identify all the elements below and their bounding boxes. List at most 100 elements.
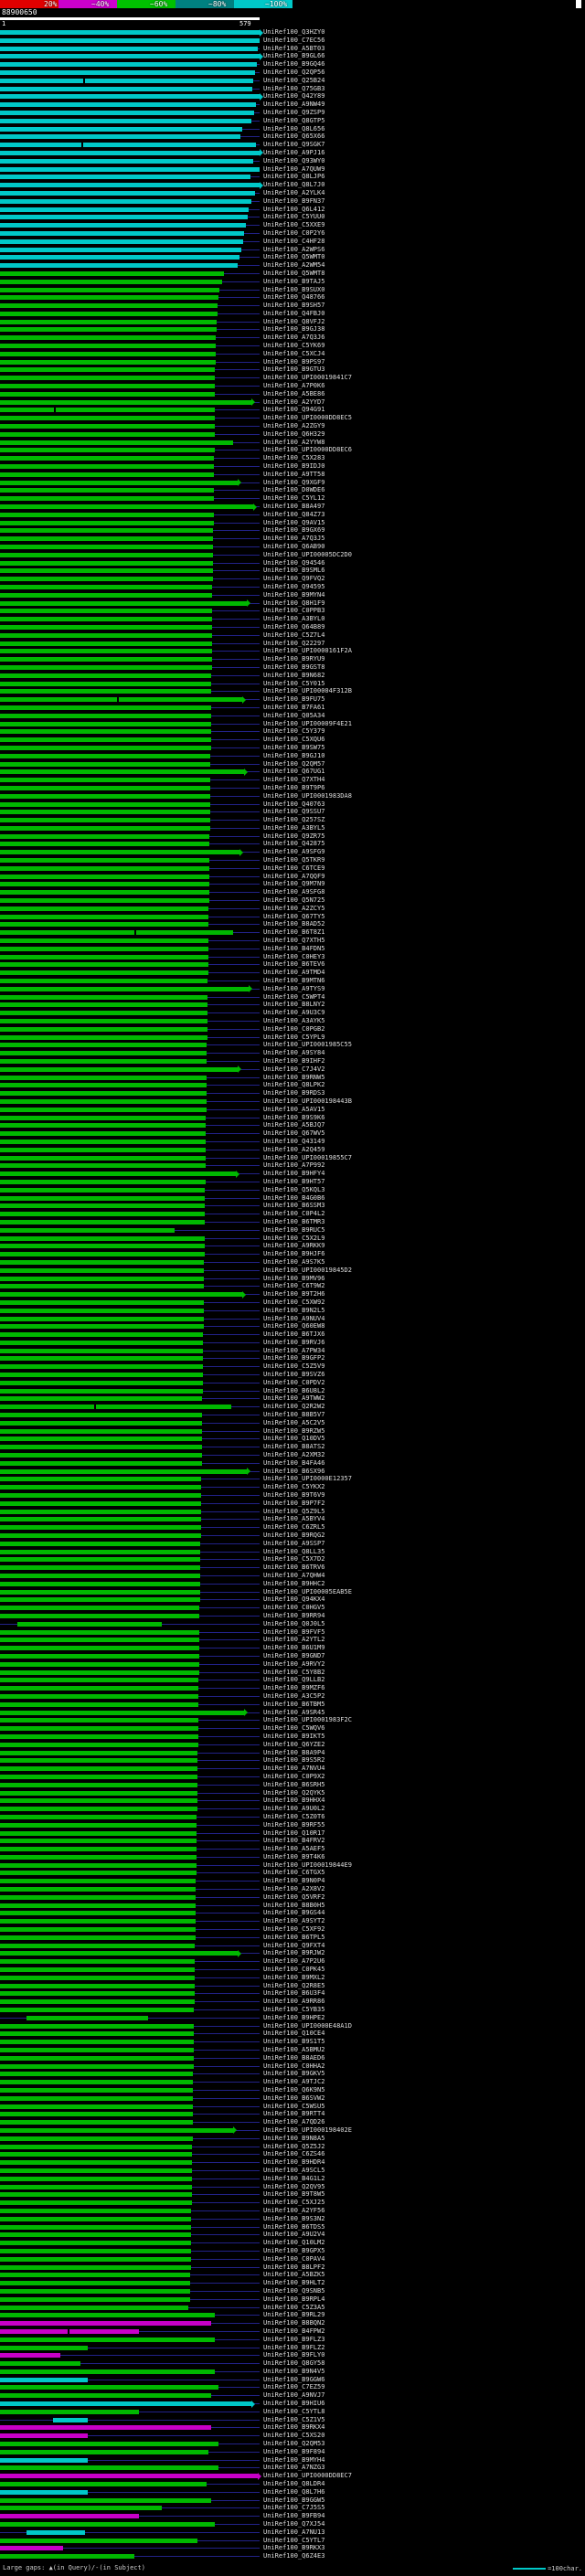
hit-bar[interactable]: [0, 1026, 207, 1032]
hit-bar[interactable]: [0, 102, 256, 108]
hit-label[interactable]: UniRef100_A7P0K6: [263, 382, 325, 390]
hit-bar[interactable]: [0, 2393, 211, 2399]
hit-bar[interactable]: [0, 351, 216, 356]
hit-label[interactable]: UniRef100_UPI0000E48A1D: [263, 2021, 352, 2030]
hit-bar[interactable]: [0, 994, 208, 1000]
hit-label[interactable]: UniRef100_A5BYV4: [263, 1515, 325, 1523]
hit-bar[interactable]: [0, 2522, 216, 2528]
hit-label[interactable]: UniRef100_Q9AV15: [263, 518, 325, 526]
hit-label[interactable]: UniRef100_B9T8W5: [263, 2190, 325, 2199]
hit-label[interactable]: UniRef100_A2ZGY9: [263, 422, 325, 430]
hit-label[interactable]: UniRef100_B9IDJ0: [263, 462, 325, 471]
hit-label[interactable]: UniRef100_Q94595: [263, 582, 325, 590]
hit-bar[interactable]: [0, 729, 211, 735]
hit-bar[interactable]: [0, 2224, 192, 2230]
hit-bar[interactable]: [0, 528, 214, 534]
hit-bar[interactable]: [0, 1413, 203, 1418]
hit-label[interactable]: UniRef100_B9F894: [263, 2447, 325, 2455]
hit-label[interactable]: UniRef100_B9GTU3: [263, 366, 325, 374]
hit-label[interactable]: UniRef100_A9U0L2: [263, 1805, 325, 1813]
hit-bar[interactable]: [0, 2385, 219, 2390]
hit-label[interactable]: UniRef100_Q5Z9L5: [263, 1507, 325, 1515]
hit-label[interactable]: UniRef100_Q8LJP6: [263, 173, 325, 181]
hit-bar[interactable]: [0, 2104, 193, 2109]
hit-bar[interactable]: [0, 391, 216, 397]
hit-bar[interactable]: [0, 810, 210, 815]
hit-bar[interactable]: [0, 842, 210, 847]
hit-label[interactable]: UniRef100_A2YTL2: [263, 1636, 325, 1644]
hit-bar[interactable]: [0, 1894, 197, 1900]
hit-bar[interactable]: [0, 745, 211, 750]
hit-label[interactable]: UniRef100_B9MTN6: [263, 977, 325, 985]
hit-label[interactable]: UniRef100_A5BMU2: [263, 2046, 325, 2054]
hit-label[interactable]: UniRef100_A7NU13: [263, 2528, 325, 2536]
hit-bar[interactable]: [0, 865, 210, 871]
hit-bar[interactable]: [0, 2345, 88, 2350]
hit-bar[interactable]: [0, 287, 220, 292]
hit-label[interactable]: UniRef100_C5Y015: [263, 679, 325, 687]
hit-bar[interactable]: [0, 2465, 219, 2471]
hit-bar[interactable]: [0, 1517, 201, 1522]
hit-label[interactable]: UniRef100_Q3HZY0: [263, 28, 325, 36]
hit-bar[interactable]: [0, 737, 211, 743]
hit-label[interactable]: UniRef100_UPI0001983DA8: [263, 791, 352, 800]
hit-label[interactable]: UniRef100_Q0J0L5: [263, 1619, 325, 1627]
hit-bar[interactable]: [0, 1155, 206, 1161]
hit-bar[interactable]: [0, 1935, 196, 1940]
hit-bar[interactable]: [0, 1750, 198, 1755]
hit-label[interactable]: UniRef100_A5C2V5: [263, 1418, 325, 1426]
hit-label[interactable]: UniRef100_A5BJQ7: [263, 1121, 325, 1129]
hit-label[interactable]: UniRef100_C5X7D2: [263, 1555, 325, 1564]
hit-bar[interactable]: [0, 1493, 202, 1499]
hit-bar[interactable]: [0, 110, 254, 115]
hit-bar[interactable]: [0, 1887, 197, 1892]
hit-label[interactable]: UniRef100_B9SW75: [263, 743, 325, 751]
hit-bar[interactable]: [0, 2160, 193, 2166]
hit-bar[interactable]: [0, 1445, 202, 1450]
hit-bar[interactable]: [0, 2152, 193, 2157]
hit-bar[interactable]: [0, 295, 219, 301]
hit-bar[interactable]: [0, 874, 209, 879]
hit-label[interactable]: UniRef100_A7PW34: [263, 1346, 325, 1354]
hit-bar[interactable]: [0, 126, 242, 132]
hit-label[interactable]: UniRef100_UPI00019841C7: [263, 374, 352, 382]
hit-label[interactable]: UniRef100_Q05A34: [263, 711, 325, 719]
hit-bar[interactable]: [0, 1477, 202, 1482]
hit-label[interactable]: UniRef100_B4FDN5: [263, 944, 325, 952]
hit-bar[interactable]: [0, 416, 216, 421]
hit-label[interactable]: UniRef100_Q9ZSP9: [263, 108, 325, 116]
hit-bar[interactable]: [0, 2048, 194, 2053]
hit-bar[interactable]: [0, 143, 256, 148]
hit-label[interactable]: UniRef100_B9FVF5: [263, 1627, 325, 1636]
hit-bar[interactable]: [0, 431, 215, 437]
hit-bar[interactable]: [0, 592, 213, 598]
hit-label[interactable]: UniRef100_Q7XJ54: [263, 2520, 325, 2528]
hit-label[interactable]: UniRef100_Q9SGK7: [263, 141, 325, 149]
hit-bar[interactable]: [0, 1927, 196, 1933]
hit-label[interactable]: UniRef100_Q2R2W2: [263, 1403, 325, 1411]
hit-label[interactable]: UniRef100_A2YLK4: [263, 188, 325, 196]
hit-label[interactable]: UniRef100_B9RQG2: [263, 1532, 325, 1540]
hit-bar[interactable]: [0, 1332, 204, 1338]
hit-bar[interactable]: [0, 624, 212, 630]
hit-label[interactable]: UniRef100_Q7XTH4: [263, 776, 325, 784]
hit-bar[interactable]: [0, 424, 215, 429]
hit-bar[interactable]: [0, 1557, 201, 1563]
hit-label[interactable]: UniRef100_B9RDS3: [263, 1089, 325, 1097]
hit-label[interactable]: UniRef100_C7EZ59: [263, 2383, 325, 2391]
hit-label[interactable]: UniRef100_Q25B24: [263, 76, 325, 84]
hit-bar[interactable]: [0, 1034, 207, 1040]
hit-bar[interactable]: [0, 1903, 197, 1908]
hit-label[interactable]: UniRef100_C5WSU5: [263, 2102, 325, 2110]
hit-bar[interactable]: [0, 384, 216, 389]
hit-bar[interactable]: [0, 1862, 197, 1868]
hit-bar[interactable]: [0, 94, 260, 100]
hit-bar[interactable]: [0, 327, 217, 333]
hit-label[interactable]: UniRef100_C5YUU0: [263, 213, 325, 221]
hit-bar[interactable]: [0, 2489, 88, 2495]
hit-bar[interactable]: [0, 713, 211, 718]
hit-bar[interactable]: [0, 512, 214, 517]
hit-label[interactable]: UniRef100_C5XW92: [263, 1298, 325, 1306]
hit-label[interactable]: UniRef100_B9RL29: [263, 2311, 325, 2319]
hit-bar[interactable]: [0, 456, 215, 461]
